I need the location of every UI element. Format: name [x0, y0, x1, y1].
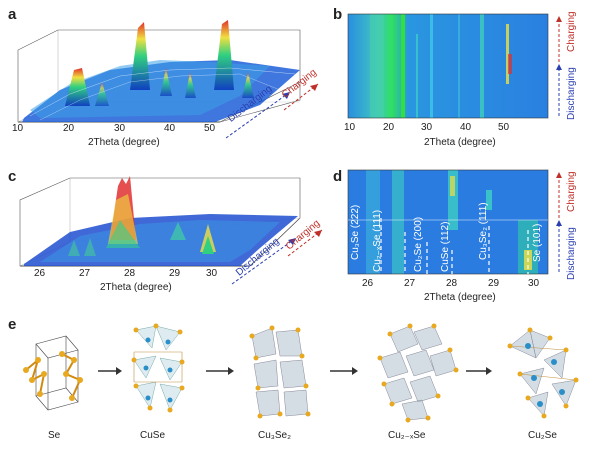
structure-cuse: [131, 323, 185, 413]
panel-b-tick-30: 30: [421, 122, 433, 133]
panel-a-waterfall: [17, 20, 301, 123]
panel-d-peak-label: Cu₃Se (222): [350, 204, 361, 260]
panel-b-discharging-label: Discharging: [566, 67, 577, 120]
structure-label-se: Se: [48, 430, 61, 441]
panel-d-peak-label: CuSe (112): [440, 221, 451, 272]
panel-b-tick-10: 10: [344, 122, 356, 133]
structure-se: [23, 335, 83, 411]
panel-c-tick-26: 26: [34, 268, 46, 279]
panel-d-heatmap: [347, 169, 549, 275]
structure-label-cu2-xse: Cu₂₋ₓSe: [388, 430, 426, 441]
panel-d-peak-label: Se (101): [532, 223, 543, 262]
panel-b-tick-50: 50: [498, 122, 510, 133]
panel-b-tick-40: 40: [460, 122, 472, 133]
panel-a-tick-50: 50: [204, 123, 216, 134]
arrow-icon: [206, 367, 234, 375]
arrow-icon: [98, 367, 122, 375]
panel-a-direction-arrows: [225, 83, 319, 139]
panel-b-charging-label: Charging: [566, 11, 577, 52]
panel-d-tick-28: 28: [446, 278, 458, 289]
structure-cu3se2: [249, 325, 311, 419]
panel-d-tick-26: 26: [362, 278, 374, 289]
arrow-icon: [466, 367, 492, 375]
panel-a-tick-30: 30: [114, 123, 126, 134]
panel-d-discharging-label: Discharging: [566, 227, 577, 280]
structure-cu2se: [507, 327, 579, 419]
panel-label-e: e: [8, 316, 17, 333]
panel-a-tick-40: 40: [164, 123, 176, 134]
panel-label-a: a: [8, 6, 17, 23]
panel-d-tick-29: 29: [488, 278, 500, 289]
panel-d-peak-label: Cu₃Se₂ (111): [478, 202, 489, 260]
panel-c-tick-29: 29: [169, 268, 181, 279]
panel-b-heatmap: [347, 13, 549, 119]
structure-label-cuse: CuSe: [140, 430, 166, 441]
panel-c-direction-arrows: [231, 229, 323, 285]
panel-d-peak-label: Cu₂Se (200): [413, 216, 424, 272]
panel-d-tick-27: 27: [404, 278, 416, 289]
arrow-icon: [330, 367, 358, 375]
panel-c-tick-28: 28: [124, 268, 136, 279]
panel-a-tick-20: 20: [63, 123, 75, 134]
structure-cu2-xse: [377, 323, 459, 423]
panel-c-tick-30: 30: [206, 268, 218, 279]
panel-c-x-title: 2Theta (degree): [100, 282, 172, 293]
panel-label-c: c: [8, 168, 17, 185]
panel-label-d: d: [333, 168, 343, 185]
panel-d-direction-arrows: [556, 172, 562, 272]
panel-c-waterfall: [19, 176, 301, 267]
panel-d-tick-30: 30: [528, 278, 540, 289]
panel-b-tick-20: 20: [383, 122, 395, 133]
structure-label-cu2se: Cu₂Se: [528, 430, 557, 441]
panel-label-b: b: [333, 6, 343, 23]
panel-d-x-title: 2Theta (degree): [424, 292, 496, 303]
panel-d-charging-label: Charging: [566, 171, 577, 212]
panel-a-tick-10: 10: [12, 123, 24, 134]
panel-b-x-title: 2Theta (degree): [424, 137, 496, 148]
panel-b-direction-arrows: [556, 16, 562, 116]
panel-a-x-title: 2Theta (degree): [88, 137, 160, 148]
panel-c-tick-27: 27: [79, 268, 91, 279]
panel-d-peak-label: Cu₂₋ₓSe (111): [372, 209, 383, 272]
structure-label-cu3se2: Cu₃Se₂: [258, 430, 291, 441]
